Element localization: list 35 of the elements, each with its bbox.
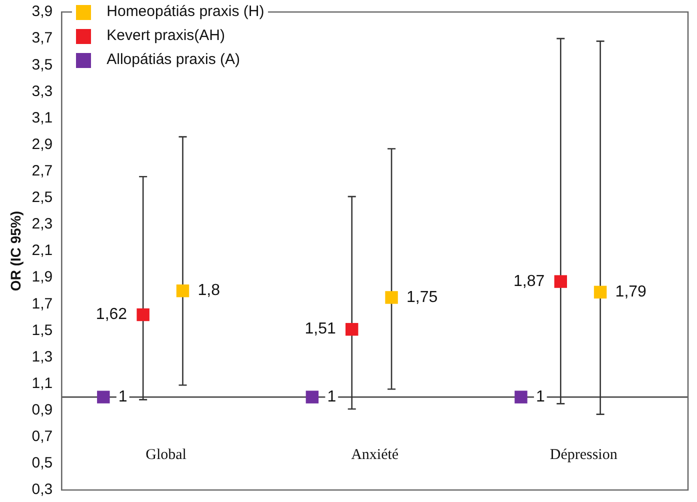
- legend-label: Kevert praxis(AH): [106, 26, 225, 46]
- data-label: 1: [536, 388, 545, 406]
- y-tick-label: 0,5: [32, 454, 53, 472]
- data-label: 1,8: [198, 282, 220, 300]
- y-tick-label: 3,1: [32, 109, 53, 126]
- y-tick-label: 2,3: [32, 216, 53, 233]
- data-label: 1,87: [514, 272, 545, 290]
- y-tick-label: 2,1: [32, 242, 53, 260]
- y-tick-label: 1,5: [32, 322, 53, 339]
- x-tick-label: Anxiété: [351, 446, 399, 463]
- data-label: 1,62: [96, 306, 128, 324]
- y-tick-label: 0,9: [32, 401, 53, 418]
- y-tick-label: 3,7: [32, 30, 53, 47]
- data-label: 1: [118, 388, 128, 406]
- data-label: 1,79: [615, 284, 647, 301]
- y-tick-label: 2,7: [32, 162, 53, 180]
- y-tick-label: 1,9: [32, 268, 53, 286]
- data-label: 1,51: [304, 320, 336, 338]
- y-tick-label: 0,7: [32, 428, 53, 446]
- x-tick-label: Global: [146, 446, 186, 463]
- y-tick-label: 3,9: [32, 3, 53, 20]
- y-tick-label: 3,3: [32, 82, 53, 100]
- y-tick-label: 2,5: [32, 189, 53, 206]
- legend-label: Homeopátiás praxis (H): [106, 2, 264, 22]
- y-tick-label: 1,7: [32, 295, 53, 312]
- legend-label: Allopátiás praxis (A): [106, 50, 240, 70]
- y-tick-label: 1,3: [32, 348, 53, 366]
- data-label: 1: [327, 388, 336, 406]
- y-axis-title: OR (IC 95%): [7, 210, 24, 292]
- data-label: 1,75: [406, 288, 438, 306]
- y-tick-label: 3,5: [32, 56, 53, 74]
- y-tick-label: 0,3: [32, 481, 53, 498]
- x-tick-label: Dépression: [550, 446, 618, 463]
- y-tick-label: 1,1: [32, 374, 53, 392]
- y-tick-label: 2,9: [32, 136, 53, 153]
